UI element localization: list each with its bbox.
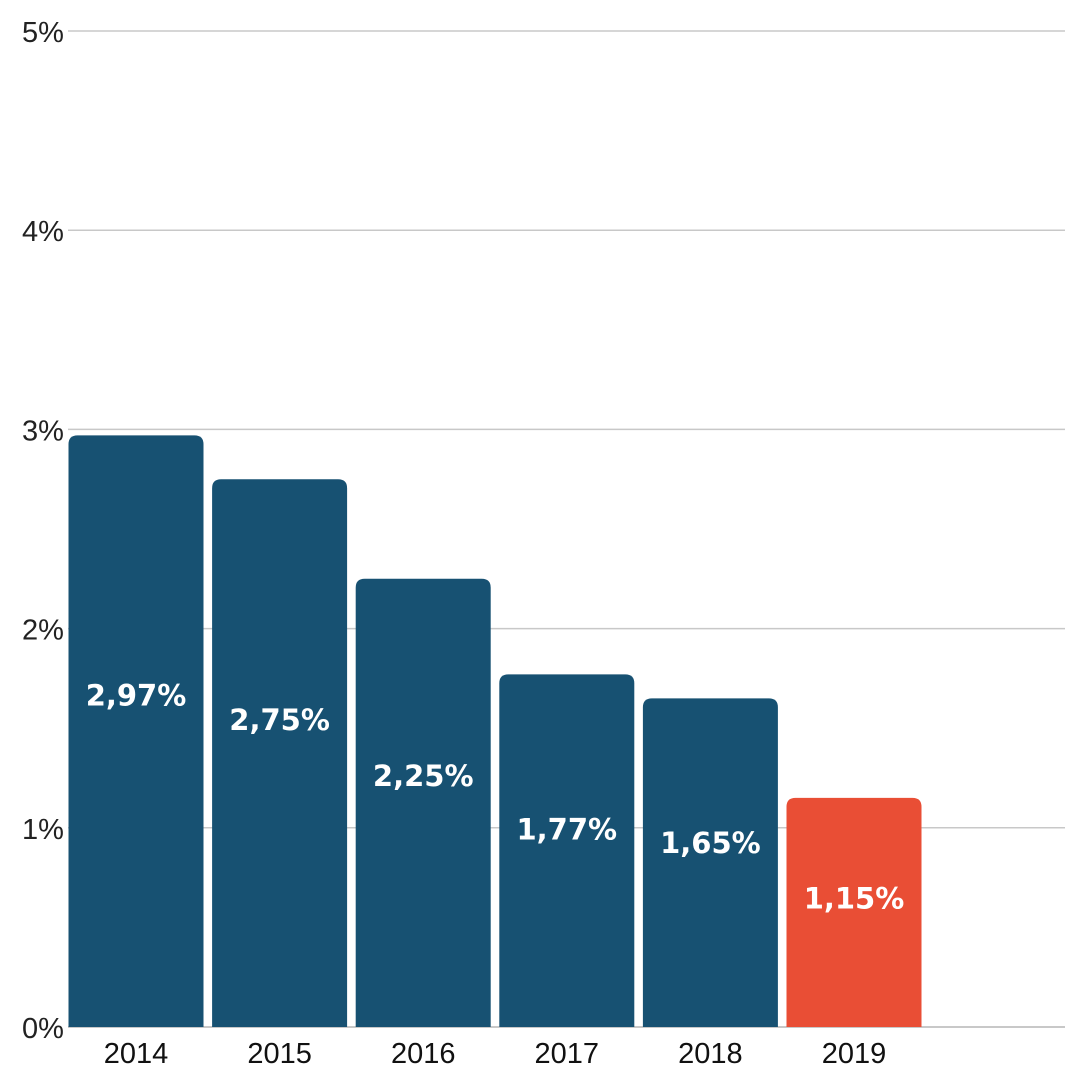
y-axis-tick-labels: 0% 1% 2% 3% 4% 5% [22,17,64,1045]
x-tick-label-2019: 2019 [822,1038,887,1070]
bars [68,435,922,1028]
data-labels: 2,97% 2,75% 2,25% 1,77% 1,65% 1,15% [86,679,905,916]
bar-2016 [355,578,491,1027]
data-label-2017: 1,77% [516,813,617,847]
x-tick-label-2017: 2017 [535,1038,600,1070]
x-tick-label-2016: 2016 [391,1038,456,1070]
y-tick-label: 1% [22,814,64,846]
x-tick-label-2018: 2018 [678,1038,743,1070]
x-axis-tick-labels: 2014 2015 2016 2017 2018 2019 [104,1038,887,1070]
y-tick-label: 3% [22,415,64,447]
x-tick-label-2015: 2015 [247,1038,312,1070]
x-tick-label-2014: 2014 [104,1038,169,1070]
data-label-2014: 2,97% [86,679,187,713]
y-tick-label: 4% [22,216,64,248]
bar-2019 [786,797,922,1027]
data-label-2019: 1,15% [804,882,905,916]
y-tick-label: 0% [22,1013,64,1045]
y-tick-label: 5% [22,17,64,49]
data-label-2016: 2,25% [373,759,474,793]
bar-2014 [68,435,204,1028]
bar-2017 [499,674,635,1027]
y-tick-label: 2% [22,615,64,647]
bar-2015 [212,479,348,1027]
data-label-2015: 2,75% [229,703,330,737]
bar-2018 [642,698,778,1027]
data-label-2018: 1,65% [660,826,761,860]
